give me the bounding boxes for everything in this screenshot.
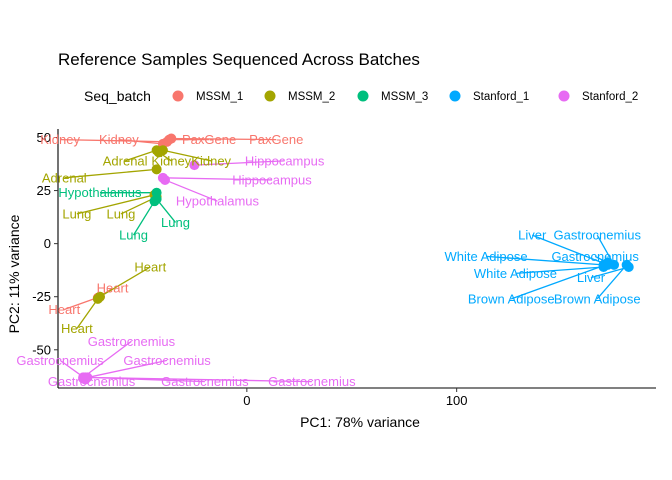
y-tick-label: 0: [44, 236, 51, 251]
label-leader-line: [194, 160, 285, 166]
label-leader-line: [156, 198, 177, 223]
point-label: Gastrocnemius: [551, 249, 639, 264]
y-tick-label: -25: [32, 289, 51, 304]
label-leader-line: [99, 266, 151, 298]
point-label: Liver: [518, 228, 547, 243]
legend-label: MSSM_3: [381, 91, 428, 103]
data-point: [151, 164, 162, 175]
point-label: Kidney: [99, 132, 139, 147]
x-tick-label: 0: [243, 393, 250, 408]
point-label: White Adipose: [474, 266, 557, 281]
legend: MSSM_1 MSSM_2 MSSM_3 Stanford_1 Stanford_2: [172, 90, 638, 103]
legend-label: Stanford_1: [473, 91, 529, 103]
point-label: Gastrocnemius: [16, 353, 104, 368]
point-label: Gastrocnemius: [123, 353, 211, 368]
label-leader-line: [76, 298, 99, 329]
data-point: [157, 145, 168, 156]
data-point: [189, 160, 200, 171]
point-label: Hippocampus: [245, 153, 325, 168]
data-point: [80, 372, 91, 383]
legend-label: Stanford_2: [582, 91, 638, 103]
point-label: Adrenal: [103, 153, 148, 168]
point-label: Gastrocnemius: [48, 374, 136, 389]
label-leader-line: [162, 149, 212, 162]
label-leader-line: [64, 168, 157, 179]
point-label: Adrenal: [42, 170, 87, 185]
legend-key: [264, 90, 276, 102]
label-leader-line: [132, 200, 156, 236]
point-label: Kidney: [40, 132, 80, 147]
point-label: Kidney: [151, 153, 191, 168]
point-label: Hypothalamus: [58, 185, 142, 200]
data-point: [600, 259, 611, 270]
data-points: [78, 133, 634, 385]
data-point: [151, 194, 162, 205]
point-label: PaxGene: [249, 132, 303, 147]
point-label: Heart: [48, 302, 80, 317]
legend-label: MSSM_2: [288, 91, 335, 103]
point-label: Heart: [97, 281, 129, 296]
point-label: Brown Adipose: [554, 291, 641, 306]
legend-key: [449, 90, 461, 102]
label-leader-line: [118, 138, 163, 145]
legend-key: [357, 90, 369, 102]
point-label: White Adipose: [444, 249, 527, 264]
point-label: Heart: [61, 321, 93, 336]
label-leader-line: [85, 376, 312, 383]
label-leader-line: [83, 359, 168, 380]
point-label: Brown Adipose: [468, 291, 555, 306]
point-label: Lung: [161, 215, 190, 230]
label-leader-line: [485, 255, 604, 266]
data-point: [621, 259, 632, 270]
label-leader-line: [124, 149, 157, 162]
y-tick-label: -50: [32, 342, 51, 357]
y-tick-label: 50: [37, 130, 51, 145]
point-label: Lung: [119, 228, 148, 243]
legend-key: [558, 90, 570, 102]
point-label: Lung: [62, 206, 91, 221]
point-label: Lung: [106, 206, 135, 221]
x-tick-label: 100: [446, 393, 468, 408]
data-point: [166, 133, 177, 144]
point-label: Gastrocnemius: [88, 334, 176, 349]
label-leader-line: [164, 179, 218, 202]
label-leader-line: [171, 137, 277, 141]
label-leader-line: [162, 177, 273, 181]
data-point: [160, 174, 171, 185]
label-leader-line: [60, 138, 168, 143]
label-leader-line: [82, 340, 132, 378]
point-label: Gastrocnemius: [554, 228, 642, 243]
point-label: Kidney: [191, 153, 231, 168]
chart-title: Reference Samples Sequenced Across Batch…: [58, 50, 420, 69]
y-axis-label: PC2: 11% variance: [6, 214, 22, 333]
x-axis-label: PC1: 78% variance: [300, 414, 420, 430]
point-labels: Kidney Kidney PaxGene PaxGeneHeartHeartAdre…: [16, 132, 641, 389]
legend-key: [172, 90, 184, 102]
point-label: Liver: [577, 270, 606, 285]
point-label: Hypothalamus: [176, 194, 260, 209]
label-leader-line: [531, 234, 608, 266]
point-label: Heart: [134, 259, 166, 274]
point-label: PaxGene: [182, 132, 236, 147]
legend-title: Seq_batch: [84, 88, 151, 104]
label-leader-line: [515, 266, 604, 275]
y-tick-label: 25: [37, 183, 51, 198]
legend-label: MSSM_1: [196, 91, 243, 103]
label-leader-line: [596, 264, 628, 300]
point-label: Hippocampus: [232, 172, 312, 187]
point-label: Gastrocnemius: [268, 374, 356, 389]
label-leader-line: [511, 264, 606, 300]
point-label: Gastrocnemius: [161, 374, 249, 389]
label-leader-line: [76, 194, 155, 215]
data-point: [92, 293, 103, 304]
